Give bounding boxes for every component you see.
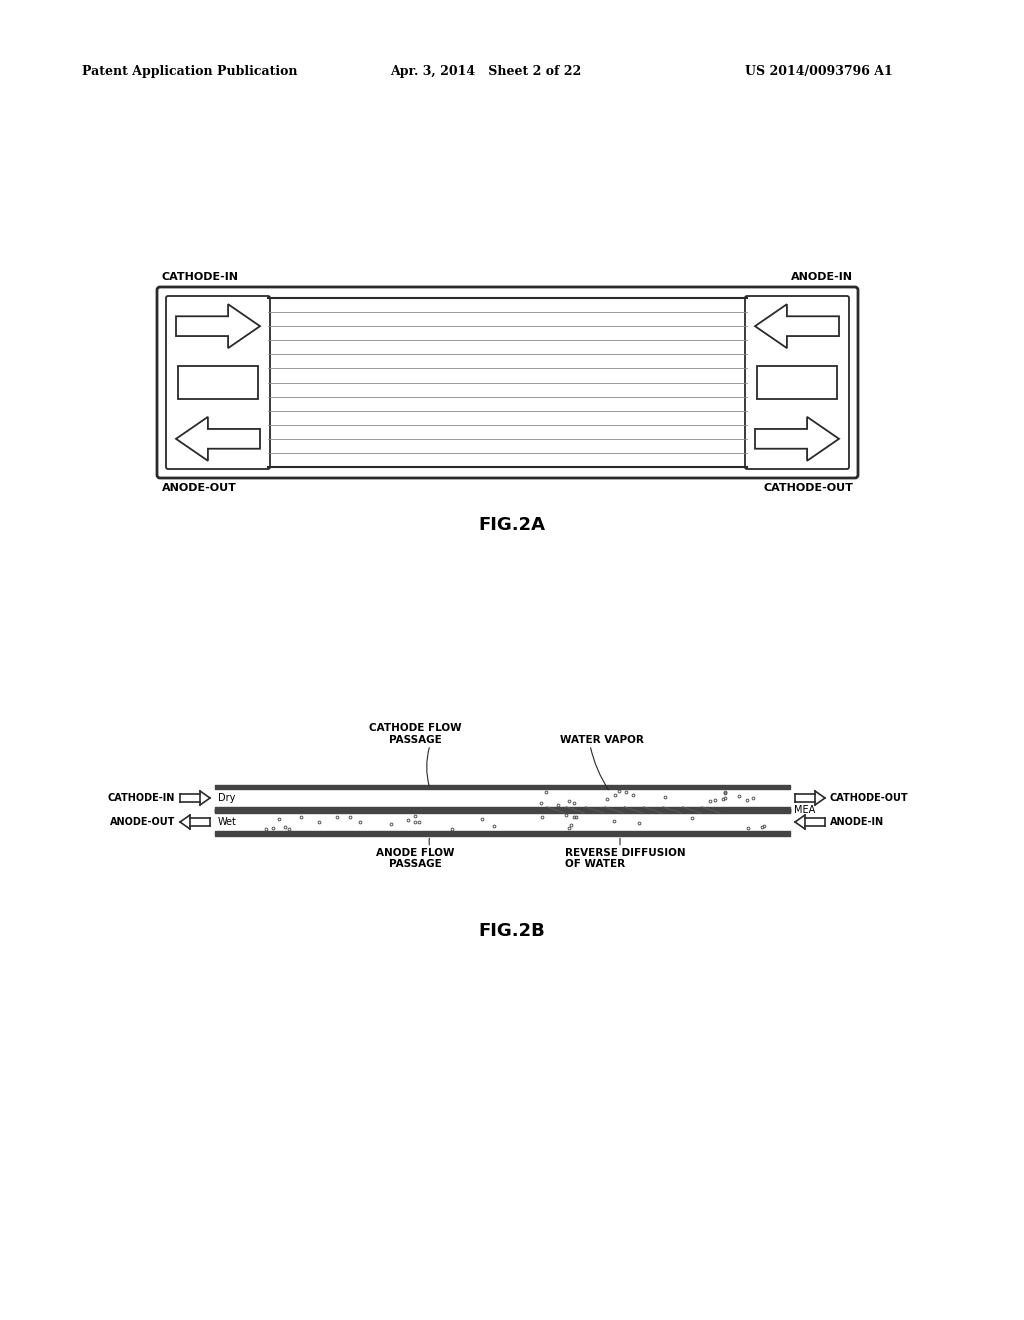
Text: FIG.2B: FIG.2B: [478, 921, 546, 940]
Text: CATHODE-OUT: CATHODE-OUT: [830, 793, 908, 803]
Text: CATHODE FLOW
PASSAGE: CATHODE FLOW PASSAGE: [369, 723, 462, 744]
Text: REVERSE DIFFUSION
OF WATER: REVERSE DIFFUSION OF WATER: [565, 847, 686, 869]
Bar: [178, 366, 258, 400]
Text: ANODE-IN: ANODE-IN: [791, 272, 853, 282]
Text: ANODE-IN: ANODE-IN: [830, 817, 884, 828]
Text: Wet: Wet: [218, 817, 237, 828]
Text: MEA: MEA: [794, 805, 815, 814]
Text: Dry: Dry: [218, 793, 236, 803]
Text: CATHODE-IN: CATHODE-IN: [108, 793, 175, 803]
Text: ANODE-OUT: ANODE-OUT: [162, 483, 237, 492]
Text: FIG.2A: FIG.2A: [478, 516, 546, 535]
Text: US 2014/0093796 A1: US 2014/0093796 A1: [745, 66, 893, 78]
Text: ANODE FLOW
PASSAGE: ANODE FLOW PASSAGE: [376, 847, 455, 869]
Text: CATHODE-OUT: CATHODE-OUT: [763, 483, 853, 492]
Text: CATHODE-IN: CATHODE-IN: [162, 272, 239, 282]
Text: ANODE-OUT: ANODE-OUT: [110, 817, 175, 828]
Bar: [757, 366, 837, 400]
Text: Patent Application Publication: Patent Application Publication: [82, 66, 298, 78]
Text: Apr. 3, 2014   Sheet 2 of 22: Apr. 3, 2014 Sheet 2 of 22: [390, 66, 582, 78]
Text: WATER VAPOR: WATER VAPOR: [560, 735, 644, 744]
